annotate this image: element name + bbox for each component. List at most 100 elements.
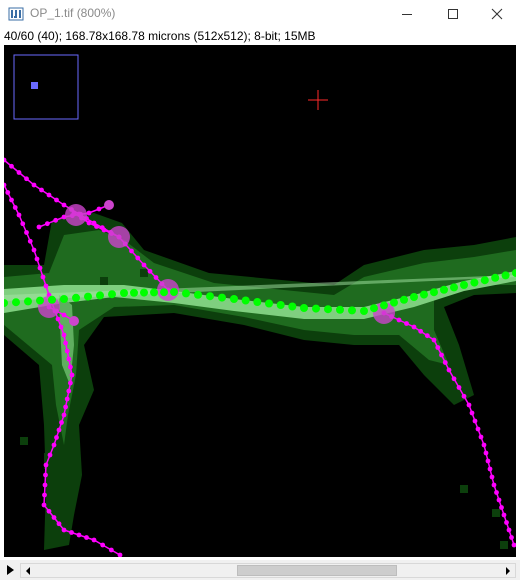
trace-point	[42, 482, 48, 488]
chevron-left-icon	[26, 566, 30, 575]
trace-point	[24, 230, 29, 235]
trace-point	[61, 312, 67, 318]
path-point	[108, 290, 116, 299]
cursor-crosshair	[308, 90, 328, 110]
trace-point	[41, 502, 47, 508]
trace-point	[58, 324, 64, 330]
path-point	[230, 295, 238, 303]
path-point	[4, 299, 8, 307]
trace-point	[411, 324, 417, 330]
trace-point	[63, 340, 68, 346]
trace-point	[76, 532, 82, 538]
trace-point	[100, 542, 106, 548]
trace-point	[424, 333, 430, 339]
trace-point	[20, 221, 26, 227]
trace-point	[46, 508, 52, 514]
path-point	[512, 269, 516, 277]
trace-node	[108, 226, 130, 248]
trace-point	[61, 527, 67, 533]
trace-point	[59, 420, 64, 425]
path-point	[182, 289, 190, 298]
path-point	[324, 305, 332, 314]
path-point	[36, 296, 44, 305]
trace-point	[47, 452, 53, 458]
title-bar[interactable]: OP_1.tif (800%)	[0, 0, 520, 28]
slider-track[interactable]	[20, 563, 516, 578]
maximize-button[interactable]	[430, 0, 476, 28]
path-point	[218, 293, 226, 302]
trace-point	[506, 527, 512, 533]
navigator-box[interactable]	[13, 54, 79, 120]
trace-point	[66, 356, 72, 362]
trace-point	[69, 530, 74, 535]
trace-point	[37, 265, 43, 271]
trace-point	[44, 221, 50, 227]
trace-point	[4, 157, 7, 163]
trace-point	[84, 535, 89, 540]
trace-point	[31, 247, 37, 253]
path-point	[336, 305, 344, 314]
trace-point	[51, 442, 57, 448]
minimize-button[interactable]	[384, 0, 430, 28]
trace-point	[485, 458, 491, 464]
trace-node	[69, 316, 79, 326]
close-icon	[491, 8, 503, 20]
trace-point	[43, 283, 49, 289]
stack-slider[interactable]	[0, 560, 520, 580]
path-point	[400, 295, 408, 304]
navigator-view-marker	[31, 82, 38, 89]
trace-point	[135, 255, 141, 261]
trace-point	[27, 238, 33, 244]
path-point	[170, 288, 178, 296]
trace-point	[16, 212, 22, 218]
trace-point	[141, 262, 147, 268]
image-canvas[interactable]	[4, 45, 516, 557]
path-point	[194, 290, 202, 299]
trace-point	[61, 412, 67, 418]
trace-point	[66, 388, 72, 394]
trace-point	[439, 352, 444, 358]
trace-point	[69, 372, 75, 378]
close-button[interactable]	[474, 0, 520, 28]
path-point	[420, 290, 428, 299]
trace-point	[494, 490, 499, 495]
slider-thumb[interactable]	[236, 565, 397, 576]
trace-point	[56, 521, 62, 527]
trace-point	[435, 345, 441, 350]
trace-point	[94, 224, 99, 229]
minimize-icon	[402, 14, 412, 15]
trace-point	[46, 192, 52, 198]
path-point	[430, 288, 438, 297]
path-point	[276, 301, 285, 309]
path-point	[288, 302, 297, 311]
image-view[interactable]	[4, 45, 516, 557]
trace-point	[12, 205, 18, 210]
trace-point	[466, 402, 472, 408]
trace-point	[101, 227, 107, 233]
trace-point	[61, 332, 67, 338]
path-point	[348, 306, 356, 315]
trace-point	[147, 268, 153, 274]
path-point	[370, 304, 378, 313]
trace-point	[63, 404, 68, 410]
path-point	[120, 289, 128, 297]
path-point	[360, 307, 368, 315]
path-point	[96, 291, 104, 300]
scroll-left-button[interactable]	[21, 564, 35, 577]
trace-point	[24, 176, 29, 182]
image-info: 40/60 (40); 168.78x168.78 microns (512x5…	[4, 29, 316, 43]
path-point	[410, 293, 418, 301]
trace-point	[117, 552, 123, 557]
scroll-right-button[interactable]	[501, 564, 515, 577]
trace-point	[504, 520, 509, 525]
trace-point	[55, 316, 61, 322]
path-point	[48, 295, 56, 304]
play-icon[interactable]	[2, 562, 18, 578]
trace-point	[511, 542, 516, 548]
trace-point	[404, 321, 409, 326]
path-points	[4, 269, 516, 315]
path-point	[140, 288, 148, 297]
trace-point	[108, 547, 114, 553]
trace-point	[418, 328, 424, 334]
trace-point	[478, 434, 484, 440]
